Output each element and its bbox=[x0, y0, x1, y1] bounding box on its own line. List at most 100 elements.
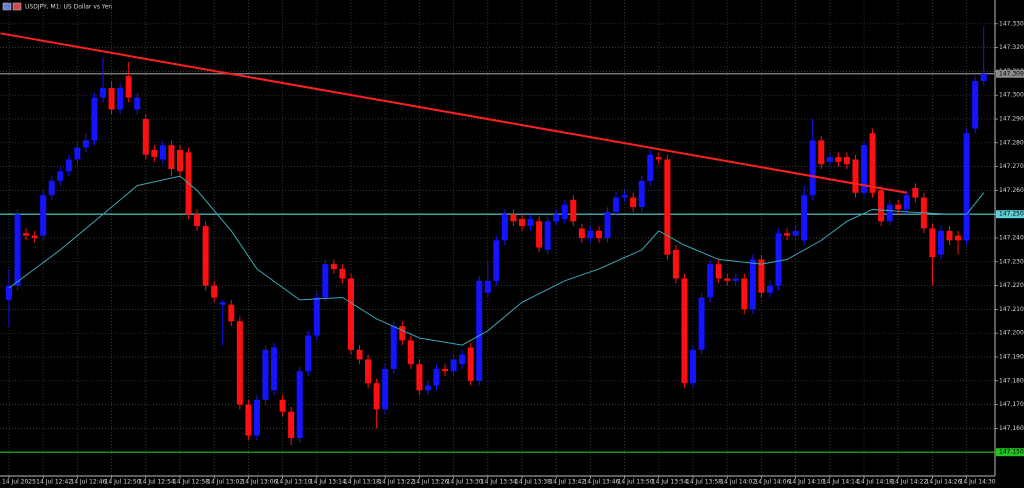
x-tick-label: 14 Jul 13:02 bbox=[207, 479, 243, 486]
candle-body bbox=[176, 149, 183, 172]
x-tick-label: 14 Jul 13:42 bbox=[549, 479, 585, 486]
candle-body bbox=[690, 349, 697, 384]
candle-body bbox=[151, 149, 158, 158]
candle-body bbox=[271, 347, 278, 391]
candle-body bbox=[493, 240, 500, 281]
y-tick-label: 147.290 bbox=[999, 116, 1024, 123]
candle-body bbox=[125, 76, 132, 98]
candle-body bbox=[818, 140, 825, 165]
candle-body bbox=[903, 195, 910, 210]
candle-body bbox=[459, 354, 466, 365]
candle-body bbox=[91, 97, 98, 141]
candle-body bbox=[5, 285, 12, 300]
candle-body bbox=[194, 214, 201, 227]
price-level-label: 147.150 bbox=[999, 449, 1024, 456]
candle-body bbox=[450, 359, 457, 372]
candle-body bbox=[613, 197, 620, 212]
x-tick-label: 14 Jul 13:10 bbox=[276, 479, 312, 486]
x-tick-label: 14 Jul 14:06 bbox=[754, 479, 790, 486]
y-tick-label: 147.160 bbox=[999, 425, 1024, 432]
candle-body bbox=[23, 233, 30, 236]
candle-body bbox=[604, 211, 611, 238]
candle-body bbox=[980, 73, 987, 81]
y-tick-label: 147.320 bbox=[999, 44, 1024, 51]
price-level-tag bbox=[996, 448, 1024, 457]
candle-body bbox=[159, 145, 166, 160]
candle-body bbox=[749, 259, 756, 310]
candle-body bbox=[715, 264, 722, 279]
candle-body bbox=[313, 297, 320, 336]
candle-body bbox=[544, 221, 551, 250]
candle-body bbox=[82, 140, 89, 148]
candle-body bbox=[100, 88, 107, 98]
candle-body bbox=[561, 204, 568, 219]
symbol-icon bbox=[2, 2, 22, 11]
candle-body bbox=[595, 230, 602, 238]
candle-body bbox=[31, 235, 38, 238]
x-tick-label: 14 Jul 13:50 bbox=[618, 479, 654, 486]
x-tick-label: 14 Jul 13:06 bbox=[241, 479, 277, 486]
candle-body bbox=[955, 235, 962, 241]
candle-body bbox=[912, 188, 919, 198]
candle-body bbox=[262, 349, 269, 400]
candle-body bbox=[664, 159, 671, 255]
x-tick-label: 14 Jul 14:30 bbox=[960, 479, 996, 486]
candle-body bbox=[801, 195, 808, 241]
x-tick-label: 14 Jul 13:58 bbox=[686, 479, 722, 486]
candle-body bbox=[501, 214, 508, 241]
candle-body bbox=[621, 195, 628, 198]
candle-body bbox=[775, 233, 782, 286]
candle-body bbox=[382, 368, 389, 410]
candle-body bbox=[416, 364, 423, 391]
candle-body bbox=[347, 278, 354, 350]
x-tick-label: 14 Jul 13:54 bbox=[652, 479, 688, 486]
candle-body bbox=[74, 147, 81, 160]
x-tick-label: 14 Jul 13:26 bbox=[412, 479, 448, 486]
candle-body bbox=[527, 218, 534, 227]
chart-title: USDJPY, M1: US Dollar vs Yen bbox=[25, 4, 112, 11]
price-level-label: 147.309 bbox=[999, 70, 1024, 77]
candle-body bbox=[108, 88, 115, 110]
y-tick-label: 147.210 bbox=[999, 306, 1024, 313]
candle-body bbox=[878, 190, 885, 222]
candle-body bbox=[869, 133, 876, 193]
candle-body bbox=[724, 278, 731, 281]
y-tick-label: 147.270 bbox=[999, 163, 1024, 170]
candle-body bbox=[442, 368, 449, 372]
x-tick-label: 14 Jul 2025 bbox=[2, 479, 36, 486]
price-level-label: 147.250 bbox=[999, 211, 1024, 218]
y-tick-label: 147.240 bbox=[999, 235, 1024, 242]
x-tick-label: 14 Jul 12:50 bbox=[105, 479, 141, 486]
candle-body bbox=[553, 214, 560, 222]
candle-body bbox=[570, 199, 577, 222]
candle-body bbox=[587, 230, 594, 238]
candle-body bbox=[228, 304, 235, 322]
candle-body bbox=[245, 404, 252, 436]
price-level-tag bbox=[996, 69, 1024, 78]
candle-body bbox=[809, 140, 816, 196]
x-tick-label: 14 Jul 14:10 bbox=[789, 479, 825, 486]
candle-body bbox=[792, 230, 799, 236]
candle-body bbox=[365, 359, 372, 384]
candle-body bbox=[861, 145, 868, 193]
y-tick-label: 147.230 bbox=[999, 258, 1024, 265]
candle-body bbox=[390, 326, 397, 369]
candle-body bbox=[253, 399, 260, 436]
candle-body bbox=[886, 204, 893, 222]
y-tick-label: 147.170 bbox=[999, 401, 1024, 408]
x-tick-label: 14 Jul 13:34 bbox=[481, 479, 517, 486]
candle-body bbox=[288, 411, 295, 438]
candle-body bbox=[433, 368, 440, 386]
candle-body bbox=[339, 268, 346, 279]
candle-body bbox=[211, 285, 218, 298]
candle-body bbox=[305, 335, 312, 372]
candle-body bbox=[638, 180, 645, 208]
trend-line bbox=[0, 32, 907, 194]
y-tick-label: 147.200 bbox=[999, 330, 1024, 337]
candle-body bbox=[279, 399, 286, 412]
candle-body bbox=[707, 264, 714, 298]
moving-average bbox=[8, 175, 985, 346]
candle-body bbox=[536, 221, 543, 248]
